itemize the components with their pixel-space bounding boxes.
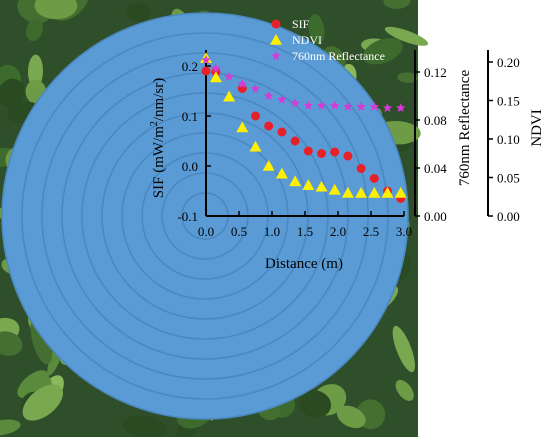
- ndvi-point: [315, 180, 328, 192]
- reflectance-tick-label: 0.00: [424, 209, 447, 224]
- reflectance-tick-label: 0.12: [424, 65, 447, 80]
- reflectance-point: [382, 103, 393, 113]
- reflectance-point: [290, 98, 300, 108]
- legend-reflectance-label: 760nm Reflectance: [292, 49, 385, 63]
- ndvi-tick-label: 0.00: [497, 209, 520, 224]
- sif-tick-label: 0.2: [182, 59, 198, 74]
- x-axis-title: Distance (m): [265, 256, 343, 272]
- leaf-shape: [34, 0, 78, 20]
- x-tick-label: 0.0: [198, 224, 214, 239]
- ndvi-point: [302, 179, 315, 190]
- reflectance-point: [224, 71, 234, 81]
- series-ndvi: [200, 52, 407, 198]
- reflectance-tick-label: 0.04: [424, 161, 447, 176]
- sif-tick-label: -0.1: [177, 209, 198, 224]
- sif-tick-label: 0.0: [182, 159, 198, 174]
- sif-point: [277, 127, 287, 137]
- ndvi-point: [289, 175, 302, 187]
- sif-point: [201, 66, 211, 76]
- leaf-shape: [397, 72, 418, 83]
- ndvi-point: [236, 121, 249, 133]
- legend-reflectance-marker: [271, 51, 281, 61]
- leaf-shape: [27, 54, 44, 88]
- reflectance-point: [277, 94, 287, 104]
- sif-point: [303, 146, 313, 156]
- sif-point: [290, 136, 300, 146]
- sif-point: [343, 151, 353, 161]
- legend-ndvi-label: NDVI: [292, 33, 322, 47]
- ndvi-point: [381, 186, 394, 198]
- leaf-shape: [395, 379, 414, 401]
- sif-point: [251, 111, 260, 121]
- legend-sif-marker: [271, 19, 281, 29]
- ndvi-point: [262, 159, 275, 171]
- ndvi-point: [355, 186, 368, 198]
- leaf-shape: [392, 325, 415, 373]
- sif-point: [369, 174, 379, 183]
- tick-marks: 0.0 0.5 1.0 1.5 2.0 2.5 3.0-0.10.00.10.20.000.…: [177, 55, 519, 239]
- sif-point: [356, 164, 366, 173]
- reflectance-point: [263, 91, 274, 101]
- ndvi-point: [209, 71, 222, 83]
- leaf-shape: [26, 18, 43, 42]
- disk-ring: [1, 12, 409, 420]
- ndvi-tick-label: 0.05: [497, 171, 520, 186]
- ndvi-point: [249, 140, 262, 152]
- reflectance-point: [250, 83, 261, 93]
- x-tick-label: 2.0: [330, 224, 346, 239]
- data-marks: [200, 52, 407, 203]
- reflectance-point: [395, 103, 406, 113]
- leaf-shape: [0, 78, 25, 108]
- leaf-shape: [336, 405, 366, 429]
- ndvi-point: [341, 186, 354, 198]
- legend-sif-label: SIF: [292, 17, 310, 31]
- reflectance-point: [369, 101, 380, 111]
- x-tick-label: 1.5: [297, 224, 313, 239]
- leaf-shape: [362, 37, 403, 65]
- leaf-shape: [308, 14, 325, 45]
- ndvi-axis-title: NDVI: [529, 109, 545, 147]
- x-tick-label: 3.0: [396, 224, 412, 239]
- reflectance-point: [316, 100, 327, 110]
- leaf-shape: [0, 331, 23, 356]
- leaf-shape: [383, 0, 411, 9]
- reflectance-point: [356, 101, 366, 111]
- legend-ndvi-marker: [270, 34, 282, 45]
- ndvi-tick-label: 0.15: [497, 94, 520, 109]
- sif-tick-label: 0.1: [182, 109, 198, 124]
- reflectance-point: [237, 79, 248, 89]
- leaf-shape: [122, 415, 168, 437]
- ndvi-point: [275, 167, 288, 179]
- sif-point: [317, 149, 326, 158]
- legend: SIF NDVI 760nm Reflectance: [270, 17, 385, 63]
- leaf-shape: [22, 384, 64, 421]
- leaf-shape: [299, 390, 332, 418]
- reflectance-point: [329, 100, 340, 110]
- reflectance-point: [303, 100, 314, 110]
- ndvi-point: [328, 183, 341, 195]
- ndvi-tick-label: 0.20: [497, 55, 520, 70]
- reflectance-tick-label: 0.08: [424, 113, 447, 128]
- reflectance-point: [201, 55, 211, 65]
- sif-axis-title: SIF (mW/m2/nm/sr): [149, 78, 167, 198]
- sif-point: [330, 147, 340, 157]
- series-reflectance: [201, 55, 406, 113]
- sif-point: [264, 121, 274, 131]
- x-tick-label: 0.5: [231, 224, 247, 239]
- ndvi-tick-label: 0.10: [497, 132, 520, 147]
- leaf-shape: [384, 26, 429, 46]
- leaf-shape: [125, 2, 151, 22]
- leaf-shape: [0, 419, 21, 436]
- x-tick-label: 1.0: [264, 224, 280, 239]
- ndvi-point: [394, 186, 407, 198]
- reflectance-point: [211, 63, 221, 73]
- reflectance-axis-title: 760nm Reflectance: [457, 70, 473, 187]
- ndvi-point: [368, 186, 381, 198]
- ndvi-point: [223, 90, 236, 102]
- x-tick-label: 2.5: [363, 224, 379, 239]
- reflectance-point: [343, 101, 353, 111]
- plot-area: 0.0 0.5 1.0 1.5 2.0 2.5 3.0-0.10.00.10.20.000.…: [149, 17, 545, 272]
